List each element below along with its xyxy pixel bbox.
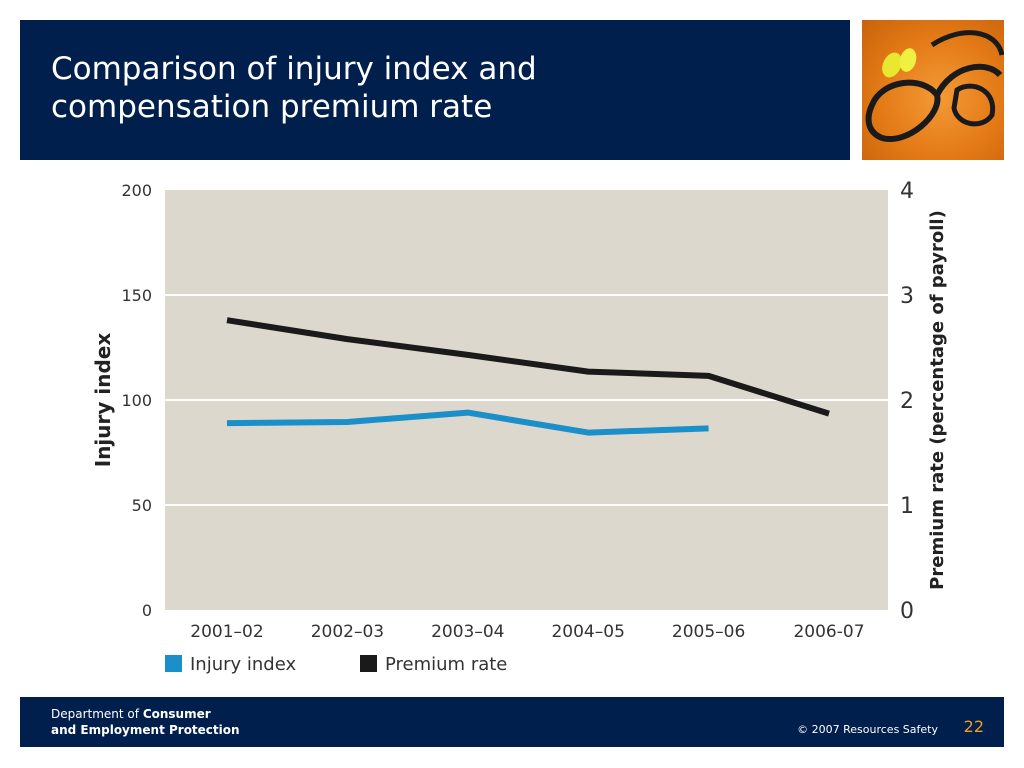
left-axis-label: Injury index — [91, 333, 115, 468]
series-line — [226, 409, 709, 436]
left-tick-label: 150 — [121, 286, 152, 305]
x-tick-label: 2002–03 — [311, 622, 384, 642]
left-tick-label: 100 — [121, 391, 152, 410]
safety-glasses-icon — [865, 30, 1004, 143]
left-axis-ticks: 0 50 100 150 200 — [121, 181, 152, 620]
legend: Injury index Premium rate — [165, 654, 507, 675]
x-tick-label: 2006-07 — [793, 622, 864, 642]
left-tick-label: 200 — [121, 181, 152, 200]
x-tick-label: 2005–06 — [672, 622, 745, 642]
gridlines — [165, 294, 888, 506]
series-line — [226, 317, 830, 417]
series-lines — [226, 317, 830, 436]
department-name: Department of Consumer and Employment Pr… — [51, 706, 240, 738]
right-axis-label: Premium rate (percentage of payroll) — [927, 210, 948, 590]
line-chart: 0 50 100 150 200 0 1 2 3 4 2001–02 2002–03 2003–04… — [91, 179, 948, 675]
left-tick-label: 0 — [142, 601, 152, 620]
right-tick-label: 3 — [900, 284, 914, 309]
dept-bold-1: Consumer — [142, 707, 211, 721]
right-axis-ticks: 0 1 2 3 4 — [900, 179, 914, 624]
x-axis-ticks: 2001–02 2002–03 2003–04 2004–05 2005–06 2006-… — [190, 622, 864, 642]
legend-swatch — [360, 655, 377, 672]
slide-title: Comparison of injury index and compensat… — [51, 50, 831, 126]
legend-swatch — [165, 655, 182, 672]
legend-label: Premium rate — [385, 654, 507, 675]
x-tick-label: 2003–04 — [431, 622, 504, 642]
x-tick-label: 2004–05 — [551, 622, 624, 642]
title-line-2: compensation premium rate — [51, 89, 493, 125]
page-number: 22 — [963, 717, 984, 736]
right-tick-label: 2 — [900, 389, 914, 414]
right-tick-label: 0 — [900, 599, 914, 624]
right-tick-label: 4 — [900, 179, 914, 204]
dept-prefix: Department of — [51, 707, 143, 721]
right-tick-label: 1 — [900, 494, 914, 519]
legend-label: Injury index — [190, 654, 296, 675]
title-band: Comparison of injury index and compensat… — [20, 20, 850, 160]
left-tick-label: 50 — [132, 496, 152, 515]
title-line-1: Comparison of injury index and — [51, 51, 537, 87]
footer: Department of Consumer and Employment Pr… — [20, 697, 1004, 747]
dept-bold-2: and Employment Protection — [51, 723, 240, 737]
copyright-text: © 2007 Resources Safety — [797, 723, 938, 736]
safety-glasses-photo — [862, 20, 1004, 160]
x-tick-label: 2001–02 — [190, 622, 263, 642]
